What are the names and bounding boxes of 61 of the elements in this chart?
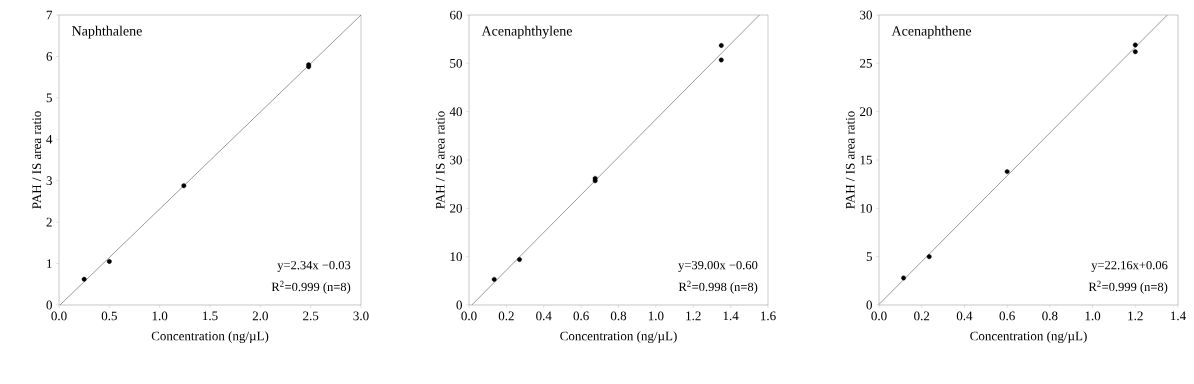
annotation: y=2.34x −0.03 [277,260,351,272]
text: Acenaphthene [891,25,972,39]
y-tick-label: 50 [450,58,462,68]
y-tick-label: 4 [46,135,53,144]
y-axis-title: PAH / IS area ratio [32,111,42,209]
x-tick-label: 1.4 [1171,311,1186,321]
y-tick-label: 0 [866,300,872,310]
x-tick-label: 1.5 [203,311,218,321]
x-tick-label: 0.4 [536,311,552,321]
x-tick-label: 3.0 [353,311,369,321]
x-tick-label: 0.0 [51,311,67,321]
x-axis-title: Concentration (ng/µL) [560,331,677,344]
annotation: R$^{2}$=0.999 (n=8) [271,280,351,294]
x-tick-label: 1.2 [686,311,701,321]
text: Naphthalene [72,25,142,39]
y-tick-label: 30 [860,10,872,20]
y-axis-title: PAH / IS area ratio [845,111,855,209]
y-tick-label: 7 [46,10,53,20]
x-tick-label: 0.2 [498,311,514,321]
y-tick-label: 5 [866,252,872,261]
y-tick-label: 6 [46,52,53,61]
y-tick-label: 20 [450,203,462,213]
x-tick-label: 0.0 [461,311,477,321]
y-tick-label: 10 [450,252,462,262]
annotation: R$^{2}$=0.999 (n=8) [1088,280,1168,294]
y-tick-label: 20 [860,107,872,117]
y-tick-label: 2 [46,217,52,227]
y-tick-label: 0 [456,300,462,310]
y-tick-label: 15 [860,155,872,165]
y-axis-title: PAH / IS area ratio [435,111,445,209]
x-tick-label: 0.6 [999,311,1015,321]
y-tick-label: 10 [860,203,872,213]
x-tick-label: 1.0 [1085,311,1101,321]
x-tick-label: 0.6 [573,311,589,321]
y-tick-label: 3 [46,176,52,186]
x-axis-title: Concentration (ng/µL) [151,331,269,344]
x-tick-label: 0.8 [610,311,627,321]
x-tick-label: 1.4 [723,311,739,321]
x-tick-label: 0.0 [871,311,887,321]
x-tick-label: 0.2 [914,311,930,321]
y-tick-label: 0 [46,300,52,310]
x-tick-label: 0.5 [101,311,117,321]
y-tick-label: 60 [450,10,462,20]
x-tick-label: 2.5 [303,311,319,321]
annotation: R$^{2}$=0.998 (n=8) [678,280,758,294]
y-tick-label: 40 [449,107,462,117]
y-tick-label: 30 [450,155,462,165]
y-tick-label: 5 [46,93,52,103]
x-axis-title: Concentration (ng/µL) [970,331,1087,344]
y-tick-label: 25 [860,58,872,68]
text: Acenaphthylene [481,25,572,39]
x-tick-label: 1.2 [1128,311,1143,321]
annotation: y=22.16x+0.06 [1091,260,1168,272]
x-tick-label: 1.6 [761,311,776,321]
x-tick-label: 1.0 [152,311,168,321]
x-tick-label: 0.8 [1042,311,1058,321]
x-tick-label: 1.0 [648,311,664,321]
annotation: y=39.00x −0.60 [678,260,758,272]
y-tick-label: 1 [47,259,52,268]
x-tick-label: 0.4 [956,311,973,321]
x-tick-label: 2.0 [252,311,268,321]
